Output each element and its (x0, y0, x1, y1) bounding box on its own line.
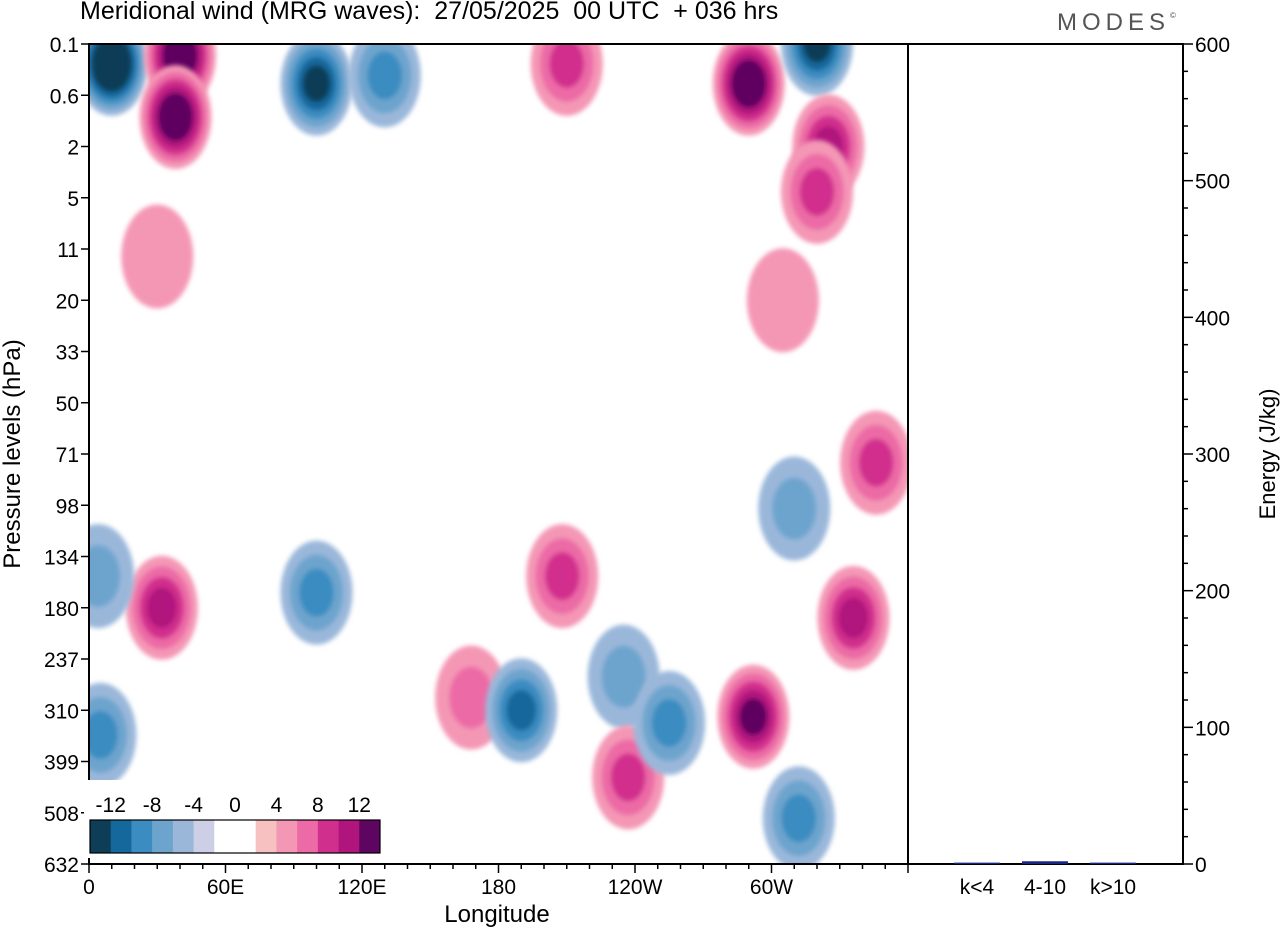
wind-cell-9 (781, 139, 853, 244)
brand-text: MODES (1057, 9, 1171, 36)
pressure-tick-label: 11 (57, 239, 79, 262)
pressure-tick-label: 2 (67, 137, 79, 160)
energy-bar-label: k<4 (960, 876, 995, 899)
colorbar-label: 8 (312, 794, 324, 817)
wind-cell-6 (781, 44, 853, 96)
colorbar-swatch (235, 820, 257, 853)
colorbar-label: 12 (348, 794, 371, 817)
energy-bar-0 (954, 862, 1000, 864)
colorbar-label: 0 (229, 794, 241, 817)
longitude-tick-label: 120W (608, 876, 663, 899)
colorbar-frame (89, 819, 381, 854)
pressure-tick-label: 134 (44, 547, 79, 570)
energy-tick-label: 500 (1195, 171, 1230, 194)
colorbar-swatch (172, 820, 195, 853)
pressure-tick-label: 33 (56, 342, 79, 365)
wind-cell-4 (348, 44, 421, 128)
energy-tick-label: 100 (1195, 717, 1230, 740)
colorbar-swatch (359, 820, 381, 853)
pressure-tick-label: 399 (44, 752, 79, 775)
energy-axis-label: Energy (J/kg) (1255, 389, 1280, 520)
colorbar-swatch (297, 820, 319, 853)
pressure-tick-label: 0.1 (50, 34, 79, 57)
y-axis-label: Pressure levels (hPa) (0, 339, 26, 568)
energy-bar-2 (1090, 862, 1136, 864)
energy-bar-1 (1022, 861, 1068, 864)
wind-cell-21 (633, 670, 706, 775)
pressure-axis: 0.1 0.6 2 5 11 20 33 50 71 98 134 180 237 310 399 508 63… (44, 34, 89, 877)
energy-tick-label: 300 (1195, 444, 1230, 467)
energy-tick-label: 400 (1195, 307, 1230, 330)
longitude-tick-label: 60W (750, 876, 793, 899)
colorbar-label: -12 (96, 794, 126, 817)
colorbar-swatch (152, 820, 174, 853)
wind-cell-26 (758, 456, 831, 561)
longitude-tick-label: 0 (83, 876, 95, 899)
wind-cell-16 (526, 524, 599, 629)
colorbar-swatch (276, 820, 298, 853)
wind-cell-12 (125, 555, 198, 660)
colorbar-label: 4 (271, 794, 283, 817)
wind-cell-11 (746, 248, 819, 353)
energy-bar-label: k>10 (1090, 876, 1136, 899)
colorbar-label: -8 (143, 794, 162, 817)
colorbar-swatch (193, 820, 215, 853)
wind-cell-10 (121, 204, 194, 309)
colorbar-swatch (131, 820, 153, 853)
pressure-tick-label: 98 (56, 495, 79, 518)
pressure-tick-label: 508 (44, 803, 79, 826)
wind-cell-25 (840, 410, 908, 515)
wind-cell-13 (280, 540, 353, 645)
wind-cell-7 (530, 44, 603, 116)
chart-title: Meridional wind (MRG waves): 27/05/2025 … (80, 0, 779, 25)
energy-bars: k<4 4-10 k>10 (954, 861, 1136, 899)
wind-cell-0 (89, 44, 148, 116)
longitude-axis: 0 60E 120E 180 120W 60W (83, 864, 909, 899)
wind-cell-3 (280, 44, 353, 136)
wind-field (89, 44, 908, 864)
pressure-tick-label: 20 (56, 290, 79, 313)
longitude-tick-label: 180 (481, 876, 516, 899)
colorbar-swatch (338, 820, 360, 853)
longitude-tick-label: 60E (207, 876, 244, 899)
longitude-tick-label: 120E (337, 876, 386, 899)
colorbar-swatch (317, 820, 340, 853)
wind-cell-2 (139, 64, 212, 169)
wind-cell-14 (89, 524, 135, 629)
brand-mark: © (1170, 11, 1176, 20)
wind-cell-24 (817, 565, 890, 670)
energy-frame (907, 43, 1184, 865)
colorbar: -12 -8 -4 0 4 8 12 (84, 780, 389, 858)
pressure-tick-label: 237 (44, 649, 79, 672)
brand-logo: MODES© (1057, 9, 1176, 37)
pressure-tick-label: 180 (44, 598, 79, 621)
x-axis-label: Longitude (444, 901, 549, 928)
colorbar-swatch (110, 820, 132, 853)
wind-cell-18 (485, 658, 558, 763)
colorbar-swatch (90, 820, 112, 853)
colorbar-label: -4 (184, 794, 203, 817)
pressure-tick-label: 0.6 (50, 85, 79, 108)
energy-tick-label: 600 (1195, 34, 1230, 57)
pressure-tick-label: 310 (44, 700, 79, 723)
colorbar-swatch (214, 820, 236, 853)
wind-cell-5 (712, 44, 785, 136)
pressure-tick-label: 71 (56, 444, 79, 467)
pressure-tick-label: 5 (67, 188, 79, 211)
wind-cell-23 (762, 766, 835, 864)
pressure-tick-label: 50 (56, 393, 79, 416)
energy-axis: 0 100 200 300 400 500 600 (1183, 34, 1230, 877)
energy-bar-label: 4-10 (1024, 876, 1066, 899)
energy-tick-label: 0 (1195, 854, 1207, 877)
wind-cell-22 (717, 664, 790, 769)
pressure-tick-label: 632 (44, 854, 79, 877)
wind-cell-15 (89, 682, 137, 787)
colorbar-swatch (255, 820, 277, 853)
energy-tick-label: 200 (1195, 581, 1230, 604)
